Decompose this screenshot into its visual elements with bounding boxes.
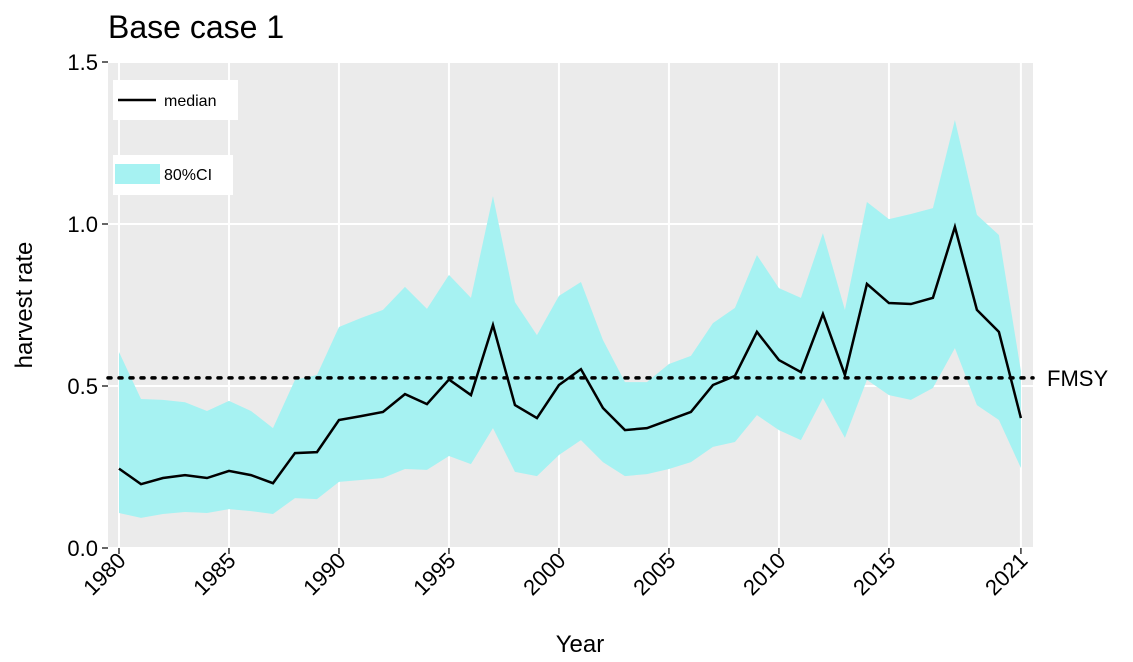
y-tick-label: 0.5 xyxy=(67,374,98,399)
chart-title: Base case 1 xyxy=(108,9,284,45)
reference-label: FMSY xyxy=(1047,366,1108,391)
legend-label: median xyxy=(164,93,216,110)
y-tick-label: 1.5 xyxy=(67,50,98,75)
x-tick-label: 2015 xyxy=(848,548,900,600)
x-tick-label: 2021 xyxy=(980,548,1032,600)
y-tick-label: 0.0 xyxy=(67,536,98,561)
x-tick-label: 1995 xyxy=(408,548,460,600)
y-tick-label: 1.0 xyxy=(67,212,98,237)
legend-key xyxy=(115,164,160,184)
x-tick-label: 2010 xyxy=(738,548,790,600)
x-tick-label: 2000 xyxy=(518,548,570,600)
legend-label: 80%CI xyxy=(164,167,212,184)
x-tick-label: 2005 xyxy=(628,548,680,600)
x-tick-label: 1985 xyxy=(188,548,240,600)
x-axis-label: Year xyxy=(556,631,605,658)
x-tick-label: 1990 xyxy=(298,548,350,600)
y-axis-label: harvest rate xyxy=(11,242,38,369)
median-line xyxy=(118,222,1023,486)
